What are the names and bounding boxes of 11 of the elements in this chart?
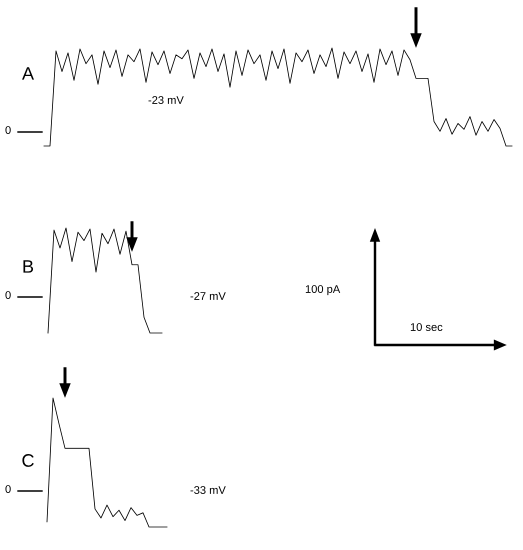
text: -27 mV xyxy=(190,292,226,300)
annotation: -23 mV xyxy=(148,96,184,104)
text: A xyxy=(22,67,34,80)
text: -33 mV xyxy=(190,486,226,494)
text: 10 sec xyxy=(410,323,442,331)
text: 100 pA xyxy=(306,285,340,296)
text: 0 xyxy=(5,291,11,299)
text: B xyxy=(23,260,34,273)
text: 0 xyxy=(5,126,11,134)
text: 0 xyxy=(5,485,11,493)
text: C xyxy=(22,454,34,467)
